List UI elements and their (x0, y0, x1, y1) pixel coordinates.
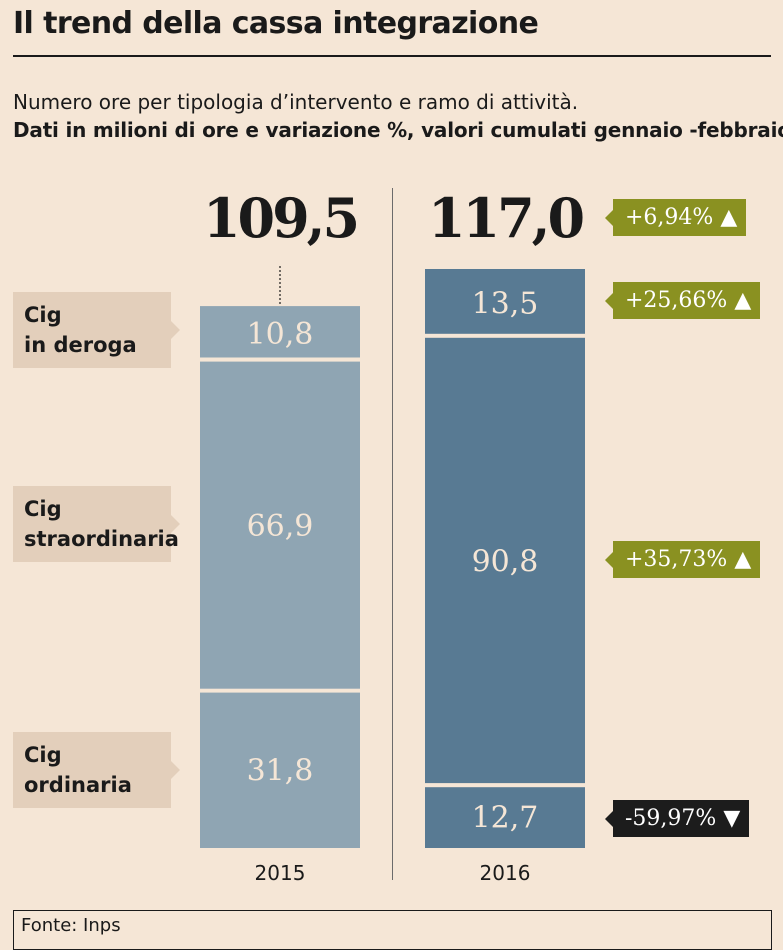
year-label-2015: 2015 (254, 861, 306, 885)
value-label-2016-deroga: 13,5 (472, 286, 539, 321)
badge-straordinaria-change: +35,73% ▲ (604, 541, 761, 578)
badge-total-change: +6,94% ▲ (604, 199, 747, 236)
total-2016: 117,0 (427, 186, 585, 250)
label-cig-straordinaria: Cig straordinaria (13, 486, 180, 562)
badge-deroga-change: +25,66% ▲ (604, 282, 761, 319)
value-label-2016-ordinaria: 12,7 (472, 801, 539, 836)
chart-title: Il trend della cassa integrazione (13, 6, 539, 41)
source-box: Fonte: Inps (13, 910, 772, 950)
bar-2015-ordinaria (200, 692, 360, 848)
bar-2016-ordinaria (425, 787, 585, 848)
badge-ordinaria-change: -59,97% ▼ (604, 800, 750, 837)
value-label-2015-deroga: 10,8 (247, 317, 314, 352)
value-label-2015-straordinaria: 66,9 (247, 509, 314, 544)
value-label-2015-ordinaria: 31,8 (247, 753, 314, 788)
bar-2016-deroga (425, 269, 585, 334)
label-cig-ordinaria: Cig ordinaria (13, 732, 180, 808)
title-rule (13, 55, 771, 57)
value-label-2016-straordinaria: 90,8 (472, 545, 539, 580)
bar-2015-deroga (200, 306, 360, 358)
label-cig-in-deroga: Cig in deroga (13, 292, 180, 368)
total-2015: 109,5 (202, 186, 360, 250)
chart-subtitle: Numero ore per tipologia d’intervento e … (13, 90, 579, 114)
year-label-2016: 2016 (479, 861, 531, 885)
bar-2016-straordinaria (425, 337, 585, 784)
chart-subtitle-bold: Dati in milioni di ore e variazione %, v… (13, 118, 783, 142)
bar-2015-straordinaria (200, 361, 360, 689)
